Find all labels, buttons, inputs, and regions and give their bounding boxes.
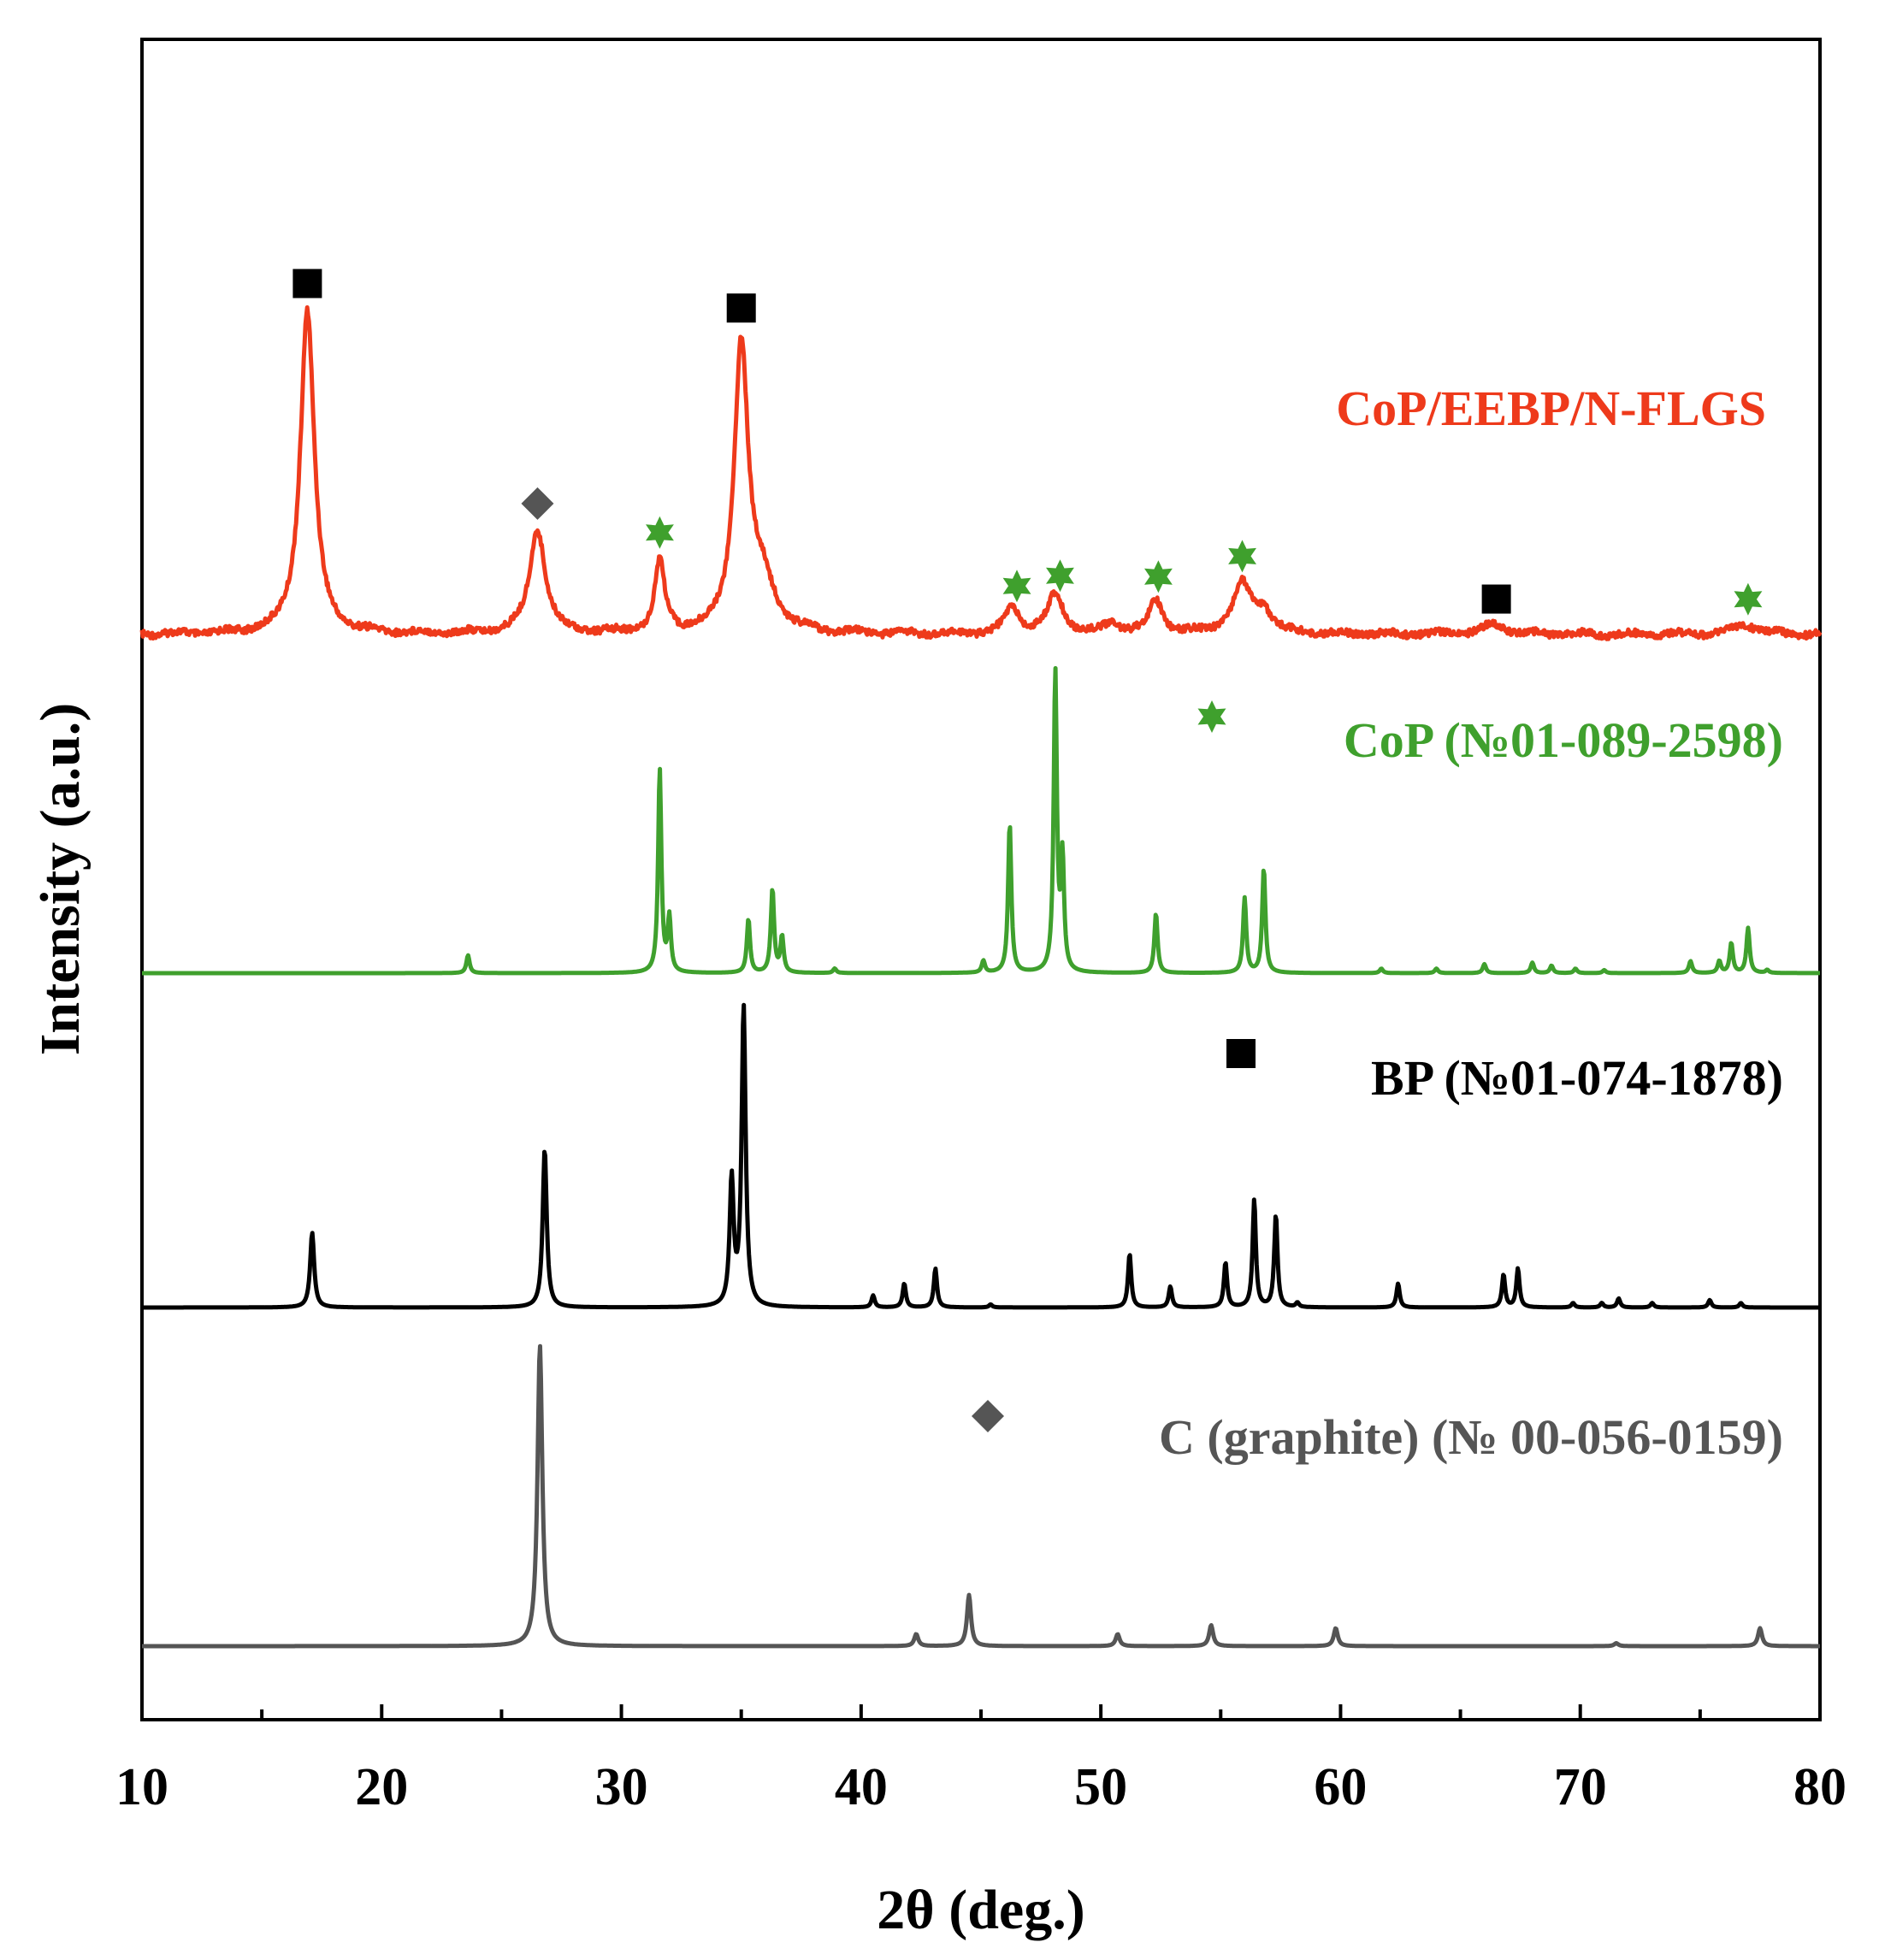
x-tick-label: 60 [1314,1758,1367,1816]
series-label-3: C (graphite) (№ 00-056-0159) [1159,1409,1783,1465]
peak-marker-star [1228,540,1256,573]
x-axis-title: 2θ (deg.) [877,1879,1084,1941]
legend-marker-diamond [972,1400,1004,1432]
trace-0 [139,305,1823,641]
y-axis-title: Intensity (a.u.) [29,703,92,1056]
peak-marker-square [292,269,322,298]
trace-2 [140,1002,1822,1310]
peak-marker-diamond [521,487,554,520]
series-label-1: CoP (№01-089-2598) [1344,712,1783,768]
legend-marker-star [1197,700,1226,733]
traces [139,305,1823,1649]
phase-markers [292,269,1763,1432]
peak-marker-star [1144,560,1173,593]
trace-3 [140,1343,1822,1649]
x-axis-ticks: 10 20 30 40 50 60 70 80 [115,1704,1847,1816]
x-tick-label: 10 [115,1758,168,1816]
peak-marker-star [1734,582,1763,616]
series-labels: CoP/EEBP/N-FLGS CoP (№01-089-2598) BP (№01… [1159,381,1783,1465]
legend-marker-square [1226,1039,1256,1068]
peak-marker-square [1481,584,1511,614]
series-label-0: CoP/EEBP/N-FLGS [1336,381,1766,436]
series-label-2: BP (№01-074-1878) [1371,1050,1783,1106]
x-tick-label: 20 [355,1758,408,1816]
x-tick-label: 80 [1793,1758,1847,1816]
peak-marker-star [1046,559,1074,593]
x-tick-label: 40 [835,1758,888,1816]
x-tick-label: 50 [1074,1758,1127,1816]
x-tick-label: 70 [1554,1758,1607,1816]
plot-frame [140,38,1822,1721]
peak-marker-star [646,516,674,549]
peak-marker-star [1002,570,1031,603]
trace-1 [140,665,1822,976]
x-tick-label: 30 [595,1758,648,1816]
peak-marker-square [726,293,756,323]
